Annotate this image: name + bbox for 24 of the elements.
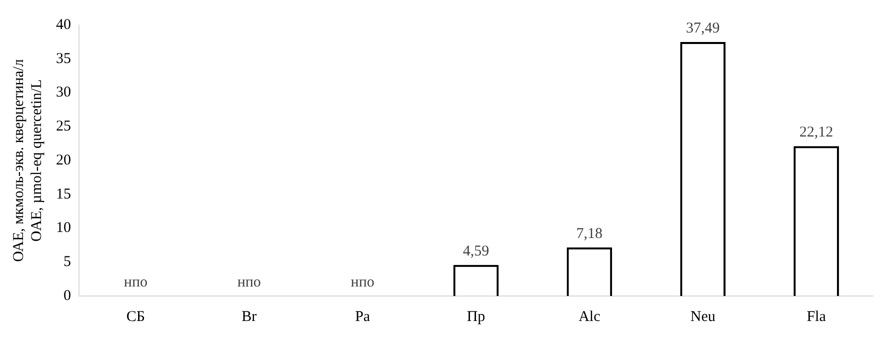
data-label: 4,59 (462, 243, 490, 260)
y-axis-title: ОАЕ, мкмоль-экв. кверцетина/л OAE, µmol-eq quercetin/L (10, 58, 45, 262)
y-tick-label: 0 (64, 288, 71, 304)
y-tick-label: 40 (56, 16, 71, 33)
text: нпо (124, 274, 148, 290)
y-tick-label: 10 (56, 220, 71, 236)
x-tick-label: Neu (690, 308, 716, 325)
x-tick-label: Alc (578, 308, 601, 325)
y-tick-label: 5 (64, 254, 71, 270)
data-label: 37,49 (686, 20, 720, 36)
y-tick-label: 30 (56, 84, 71, 101)
data-label: 7,18 (576, 226, 603, 242)
y-tick-label: 25 (56, 118, 71, 135)
y-tick-label: 35 (56, 50, 71, 67)
x-tick-label: Пр (466, 308, 486, 325)
x-tick-label: Br (242, 308, 257, 325)
text: нпо (237, 274, 261, 290)
x-tick-label: СБ (126, 308, 146, 325)
data-label: 22,12 (799, 124, 834, 141)
text: нпо (350, 274, 374, 290)
y-tick-label: 15 (56, 186, 71, 202)
x-tick-label: Pa (355, 308, 370, 325)
x-tick-label: Fla (806, 308, 826, 325)
y-tick-label: 20 (56, 152, 71, 168)
